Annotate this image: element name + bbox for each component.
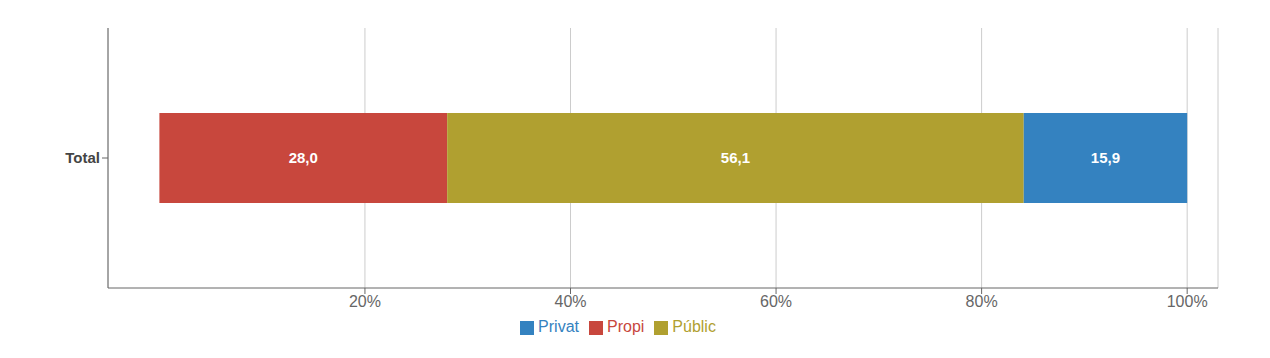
svg-text:15,9: 15,9 <box>1091 149 1120 166</box>
svg-text:60%: 60% <box>760 293 792 310</box>
svg-text:28,0: 28,0 <box>289 149 318 166</box>
html-text:Privat: Privat <box>538 318 579 335</box>
html-text:Públic: Públic <box>672 318 716 335</box>
svg-text:80%: 80% <box>966 293 998 310</box>
html-text:Propi: Propi <box>607 318 645 335</box>
svg-text:100%: 100% <box>1167 293 1208 310</box>
svg-text:Total: Total <box>65 149 100 166</box>
svg-text:56,1: 56,1 <box>721 149 750 166</box>
svg-text:40%: 40% <box>554 293 586 310</box>
svg-text:20%: 20% <box>349 293 381 310</box>
